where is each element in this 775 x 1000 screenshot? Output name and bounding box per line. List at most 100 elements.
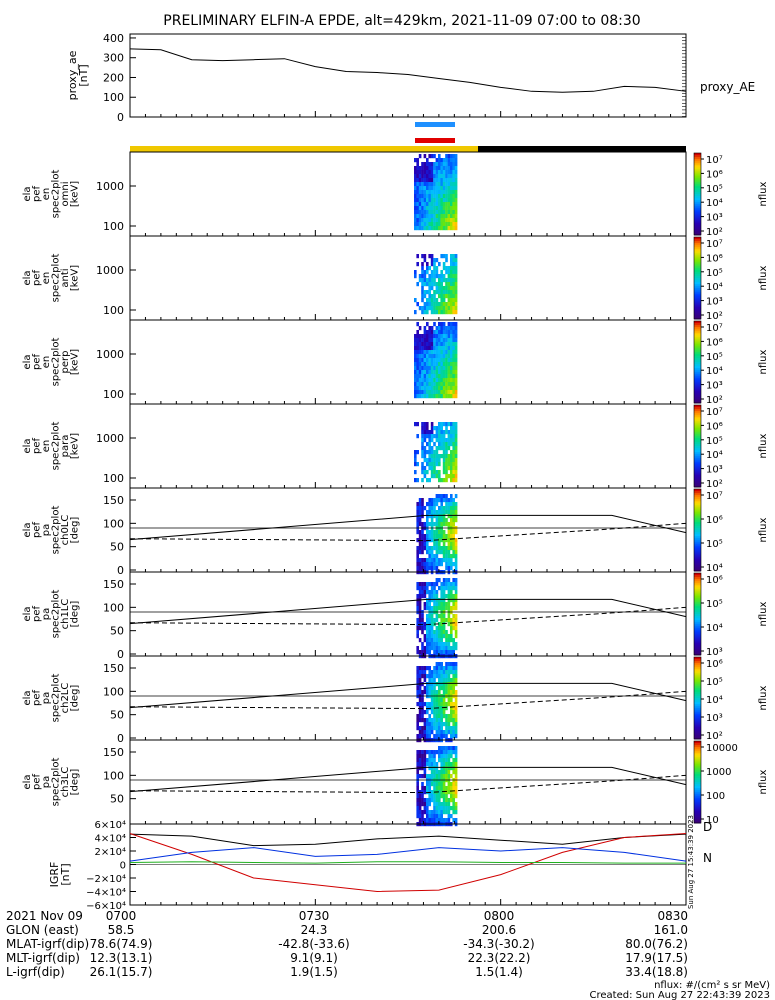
spectrogram-cell — [433, 306, 436, 311]
spectrogram-cell — [426, 802, 429, 807]
spectrogram-cell — [445, 562, 448, 567]
spectrogram-cell — [418, 650, 422, 655]
spectrogram-cell — [416, 666, 419, 671]
spectrogram-cell — [435, 194, 439, 199]
spectrogram-cell — [416, 462, 419, 467]
spectrogram-cell — [430, 274, 434, 279]
spectrogram-cell — [435, 566, 439, 571]
colorbar-segment — [694, 468, 701, 472]
spectrogram-cell — [433, 766, 436, 771]
spectrogram-cell — [428, 342, 431, 347]
spectrogram-cell — [435, 170, 439, 175]
spectrogram-cell — [426, 774, 429, 779]
spectrogram-cell — [442, 338, 446, 343]
colorbar-segment — [694, 753, 701, 756]
spectrogram-cell — [440, 594, 443, 599]
spectrogram-cell — [421, 510, 424, 515]
spectrogram-cell — [430, 606, 434, 611]
spectrogram-cell — [438, 750, 441, 755]
spectrogram-cell — [452, 470, 455, 475]
spectrogram-cell — [428, 350, 431, 355]
colorbar-segment — [694, 665, 701, 668]
spectrogram-cell — [428, 170, 431, 175]
spectrogram-cell — [445, 534, 448, 539]
spectrogram-cell — [438, 626, 441, 631]
spectrogram-cell — [428, 346, 431, 351]
spectrogram-cell — [442, 646, 446, 651]
spectrogram-cell — [454, 746, 458, 751]
spectrogram-cell — [426, 206, 429, 211]
spectrogram-cell — [450, 542, 453, 547]
spectrogram-cell — [416, 786, 419, 791]
spectrogram-cell — [442, 590, 446, 595]
spectrogram-cell — [447, 670, 451, 675]
spectrogram-cell — [428, 334, 431, 339]
spectrogram-cell — [430, 286, 434, 291]
spectrogram-cell — [421, 462, 424, 467]
spectrogram-cell — [423, 622, 427, 627]
spectrogram-cell — [426, 534, 429, 539]
spectrogram-cell — [450, 746, 453, 751]
spectrogram-cell — [452, 666, 455, 671]
spectrogram-cell — [423, 670, 427, 675]
spectrogram-cell — [430, 422, 434, 427]
spectrogram-cell — [433, 606, 436, 611]
spectrogram-cell — [433, 298, 436, 303]
spectrogram-cell — [414, 214, 417, 219]
spectrogram-cell — [414, 366, 417, 371]
xaxis-row-value: 80.0(76.2) — [625, 937, 688, 951]
spectrogram-cell — [438, 302, 441, 307]
spectrogram-cell — [445, 754, 448, 759]
colorbar-segment — [694, 784, 701, 787]
y-axis-label-line: en — [41, 272, 52, 285]
spectrogram-cell — [450, 454, 453, 459]
colorbar-segment — [694, 159, 701, 162]
colorbar-segment — [694, 413, 701, 416]
spectrogram-cell — [421, 262, 424, 267]
spectrogram-cell — [430, 514, 434, 519]
y-tick-label: 100 — [103, 769, 124, 782]
spectrogram-cell — [440, 770, 443, 775]
spectrogram-cell — [428, 650, 431, 655]
colorbar-segment — [694, 798, 701, 801]
spectrogram-cell — [447, 430, 451, 435]
spectrogram-cell — [452, 326, 455, 331]
spectrogram-cell — [428, 730, 431, 735]
colorbar-segment — [694, 392, 701, 396]
spectrogram-cell — [454, 470, 458, 475]
spectrogram-cell — [445, 642, 448, 647]
spectrogram-cell — [440, 254, 443, 259]
spectrogram-cell — [440, 706, 443, 711]
spectrogram-cell — [421, 226, 424, 231]
spectrogram-cell — [428, 166, 431, 171]
spectrogram-cell — [454, 762, 458, 767]
spectrogram-cell — [452, 734, 455, 739]
spectrogram-cell — [428, 362, 431, 367]
spectrogram-cell — [426, 166, 429, 171]
spectrogram-cell — [416, 566, 419, 571]
colorbar-segment — [694, 269, 701, 273]
spectrogram-cell — [442, 678, 446, 683]
colorbar-segment — [694, 691, 701, 695]
spectrogram-cell — [433, 818, 436, 823]
spectrogram-cell — [423, 762, 427, 767]
spectrogram-cell — [454, 358, 458, 363]
igrf-legend-d: D — [703, 820, 712, 834]
colorbar-segment — [694, 157, 701, 160]
spectrogram-cell — [450, 618, 453, 623]
spectrogram-cell — [430, 594, 434, 599]
spectrogram-cell — [418, 718, 422, 723]
spectrogram-cell — [428, 174, 431, 179]
spectrogram-cell — [421, 450, 424, 455]
spectrogram-cell — [440, 638, 443, 643]
spectrogram-cell — [416, 170, 419, 175]
spectrogram-cell — [435, 270, 439, 275]
spectrogram-cell — [416, 202, 419, 207]
spectrogram-cell — [423, 310, 427, 315]
spectrogram-cell — [442, 166, 446, 171]
spectrogram-cell — [442, 790, 446, 795]
spectrogram-cell — [445, 506, 448, 511]
spectrogram-cell — [433, 322, 436, 327]
spectrogram-cell — [445, 558, 448, 563]
spectrogram-cell — [414, 174, 417, 179]
